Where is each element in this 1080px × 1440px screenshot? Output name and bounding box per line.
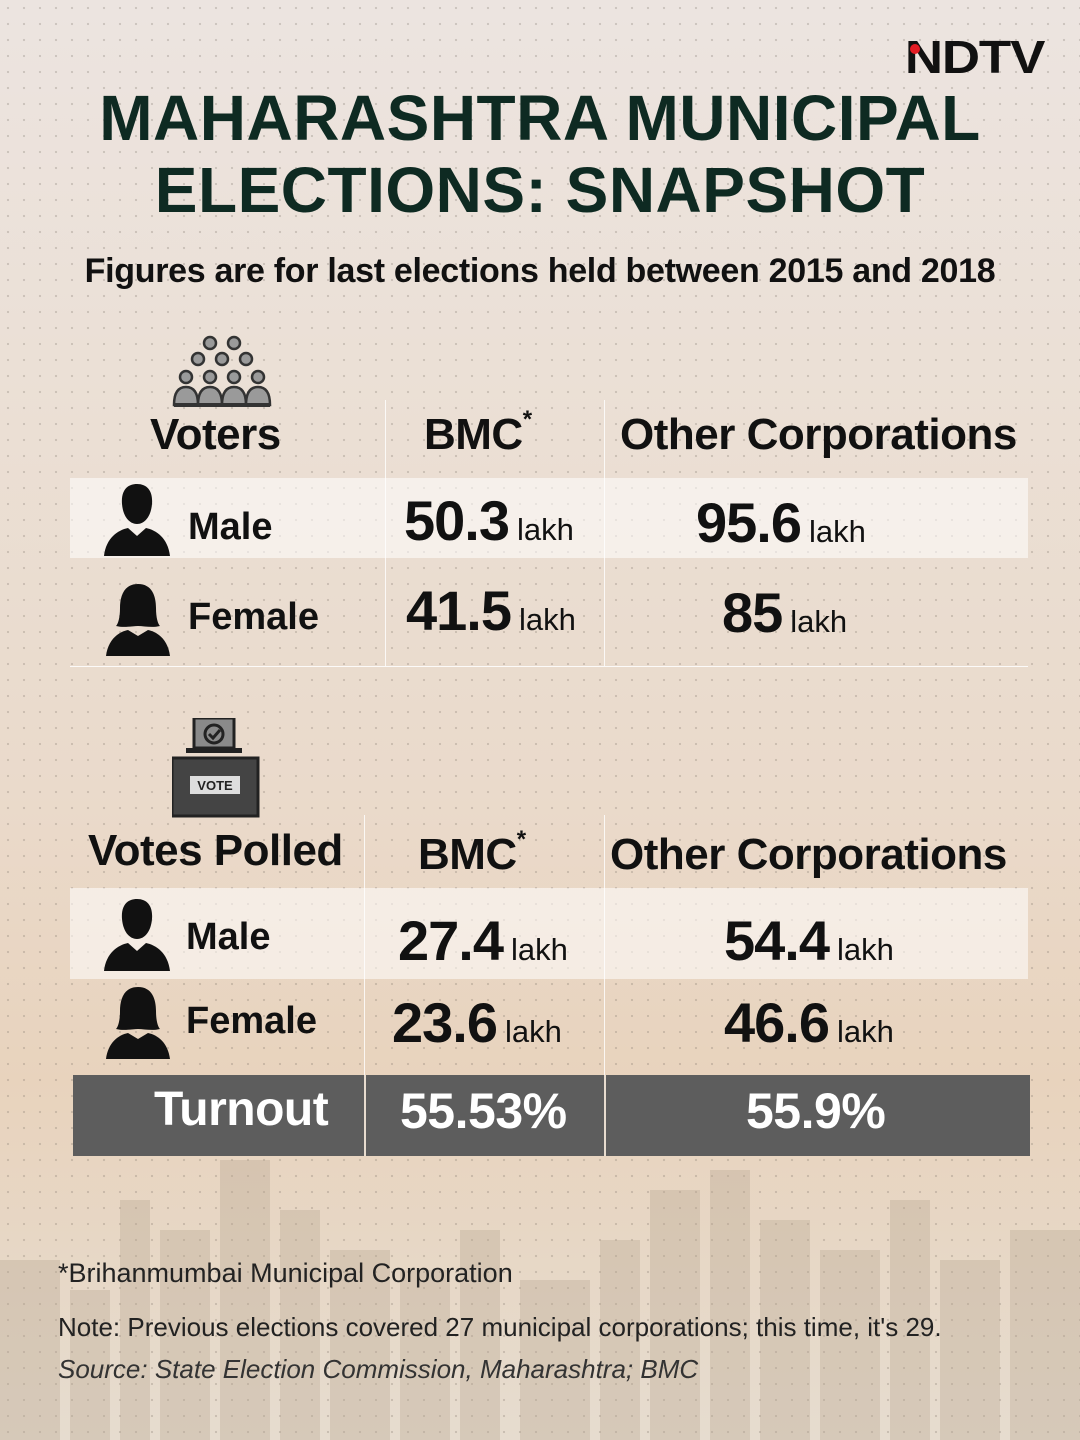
votes-other-header: Other Corporations — [610, 830, 1007, 879]
unit: lakh — [511, 932, 568, 967]
source: Source: State Election Commission, Mahar… — [58, 1354, 699, 1384]
votes-female-label: Female — [186, 1000, 317, 1042]
male-person-icon — [104, 484, 170, 556]
bmc-label: BMC — [418, 830, 517, 879]
value: 46.6 — [724, 991, 830, 1054]
voters-female-bmc-value: 41.5 lakh — [406, 578, 576, 643]
footnote: *Brihanmumbai Municipal Corporation — [58, 1258, 513, 1288]
voters-female-other-value: 85 lakh — [722, 580, 847, 645]
divider — [604, 815, 605, 1075]
turnout-label: Turnout — [154, 1083, 329, 1136]
female-person-icon — [106, 987, 170, 1059]
voters-heading: Voters — [150, 410, 281, 459]
crowd-icon — [172, 335, 272, 407]
value: 50.3 — [404, 489, 510, 552]
asterisk: * — [516, 826, 526, 853]
value: 95.6 — [696, 491, 802, 554]
divider — [70, 666, 1028, 667]
voters-female-label: Female — [188, 596, 319, 638]
turnout-bmc-value: 55.53% — [400, 1083, 567, 1139]
votes-polled-heading: Votes Polled — [88, 826, 343, 875]
value: 23.6 — [392, 991, 498, 1054]
title-line-2: ELECTIONS: SNAPSHOT — [154, 154, 926, 226]
logo-red-dot — [910, 44, 920, 54]
ndtv-logo: NDTV — [904, 31, 1046, 83]
voters-other-header: Other Corporations — [620, 410, 1017, 459]
unit: lakh — [519, 602, 576, 637]
male-person-icon — [104, 899, 170, 971]
voters-bmc-header: BMC* — [424, 406, 532, 460]
divider — [364, 1075, 366, 1156]
votes-male-other-value: 54.4 lakh — [724, 908, 894, 973]
turnout-other-value: 55.9% — [746, 1083, 886, 1139]
note: Note: Previous elections covered 27 muni… — [58, 1312, 942, 1342]
unit: lakh — [505, 1014, 562, 1049]
value: 41.5 — [406, 579, 512, 642]
unit: lakh — [837, 1014, 894, 1049]
votes-male-row-band — [70, 888, 1028, 979]
votes-male-bmc-value: 27.4 lakh — [398, 908, 568, 973]
ballot-box-icon — [172, 718, 260, 818]
divider — [604, 400, 605, 666]
female-person-icon — [106, 584, 170, 656]
vote-box-label: VOTE — [197, 778, 233, 793]
voters-male-label: Male — [188, 506, 273, 548]
value: 27.4 — [398, 909, 504, 972]
turnout-bar — [73, 1075, 1030, 1156]
page-subtitle: Figures are for last elections held betw… — [84, 252, 996, 290]
value: 85 — [722, 581, 783, 644]
divider — [364, 815, 365, 1075]
unit: lakh — [517, 512, 574, 547]
value: 54.4 — [724, 909, 830, 972]
voters-male-bmc-value: 50.3 lakh — [404, 488, 574, 553]
votes-female-other-value: 46.6 lakh — [724, 990, 894, 1055]
city-skyline-illustration — [0, 1160, 1080, 1440]
bmc-label: BMC — [424, 410, 523, 459]
votes-male-label: Male — [186, 916, 271, 958]
asterisk: * — [522, 406, 532, 433]
voters-male-other-value: 95.6 lakh — [696, 490, 866, 555]
votes-female-bmc-value: 23.6 lakh — [392, 990, 562, 1055]
page-title: MAHARASHTRA MUNICIPAL ELECTIONS: SNAPSHO… — [0, 82, 1080, 226]
title-line-1: MAHARASHTRA MUNICIPAL — [99, 82, 981, 154]
voters-male-row-band — [70, 478, 1028, 558]
unit: lakh — [790, 604, 848, 639]
divider — [385, 400, 386, 666]
unit: lakh — [837, 932, 894, 967]
unit: lakh — [809, 514, 866, 549]
votes-bmc-header: BMC* — [418, 826, 526, 880]
divider — [604, 1075, 606, 1156]
